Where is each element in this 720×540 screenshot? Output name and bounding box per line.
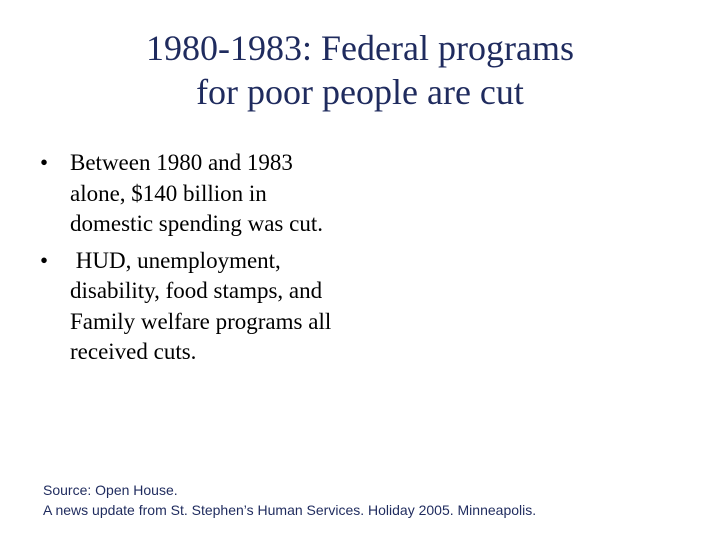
bullet-item-spending-cut: • Between 1980 and 1983 alone, $140 bill…: [40, 148, 340, 240]
bullet-marker-icon: •: [40, 150, 49, 175]
bullet-item-programs-cut: • HUD, unemployment, disability, food st…: [40, 246, 340, 368]
bullet-marker-icon: •: [40, 247, 49, 273]
slide-title-line-1: 1980-1983: Federal programs: [146, 28, 574, 68]
bullet-text: HUD, unemployment, disability, food stam…: [70, 247, 337, 365]
bullet-list: • Between 1980 and 1983 alone, $140 bill…: [40, 148, 340, 374]
source-citation: Source: Open House. A news update from S…: [43, 480, 536, 520]
slide-title: 1980-1983: Federal programs for poor peo…: [40, 26, 680, 114]
bullet-text: Between 1980 and 1983 alone, $140 billio…: [70, 150, 323, 236]
source-line-2: A news update from St. Stephen’s Human S…: [43, 502, 537, 518]
source-line-1: Source: Open House.: [43, 482, 178, 498]
slide-title-line-2: for poor people are cut: [196, 72, 524, 112]
